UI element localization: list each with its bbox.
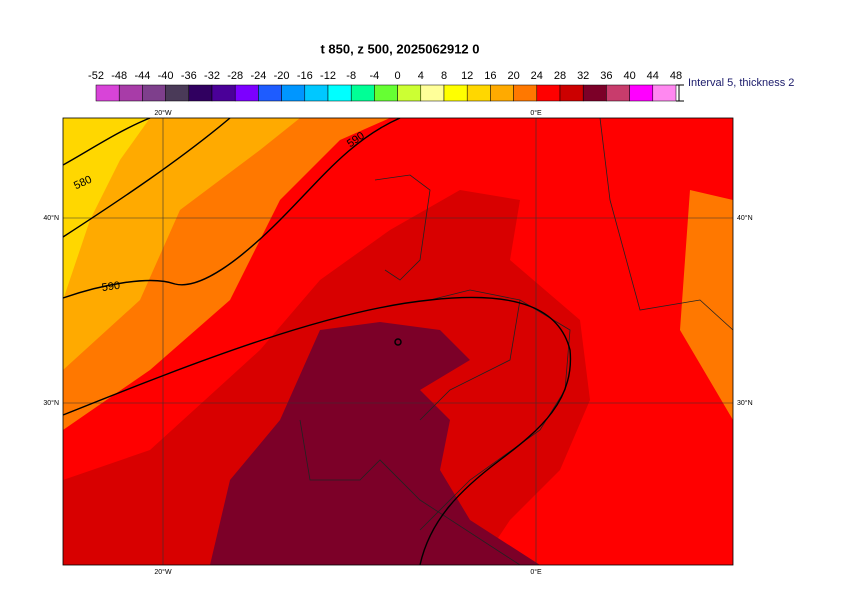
colorbar-label: 24	[531, 70, 543, 82]
lon-label: 0°E	[530, 568, 542, 576]
colorbar-label: -36	[181, 70, 197, 82]
note-bracket	[676, 84, 684, 102]
colorbar-box	[490, 84, 514, 102]
colorbar-box	[234, 84, 259, 102]
colorbar-box	[95, 84, 120, 102]
colorbar-label: 4	[418, 70, 424, 82]
colorbar-label: 8	[441, 70, 447, 82]
region-yellow	[63, 118, 150, 300]
colorbar-box	[258, 84, 282, 102]
lon-label: 20°W	[154, 568, 172, 576]
colorbar-box	[165, 84, 190, 102]
lon-label: 0°E	[530, 109, 542, 117]
colorbar-label: -16	[297, 70, 313, 82]
colorbar-label: 48	[670, 70, 682, 82]
map-frame	[62, 117, 734, 566]
lat-label: 30°N	[737, 399, 753, 407]
colorbar-box	[629, 84, 654, 102]
colorbar-box	[652, 84, 677, 102]
colorbar-label: 20	[507, 70, 519, 82]
colorbar-box	[142, 84, 166, 102]
colorbar-box	[466, 84, 491, 102]
colorbar-box	[559, 84, 584, 102]
colorbar-label: -44	[134, 70, 150, 82]
map	[63, 118, 733, 565]
colorbar-label: -28	[227, 70, 243, 82]
colorbar-label: -12	[320, 70, 336, 82]
colorbar-label: 16	[484, 70, 496, 82]
colorbar-label: 44	[647, 70, 659, 82]
colorbar-label: -20	[274, 70, 290, 82]
lat-label: 40°N	[737, 214, 753, 222]
colorbar-box	[606, 84, 630, 102]
colorbar-label: -48	[111, 70, 127, 82]
colorbar: -52 -48 -44 -40 -36 -32 -28 -24 -20 -16 -12 -8 -4 0 4 8…	[88, 70, 682, 102]
region-maroon	[210, 322, 540, 565]
colorbar-box	[582, 84, 607, 102]
lon-label: 20°W	[154, 109, 172, 117]
colorbar-box	[397, 84, 422, 102]
colorbar-label: -40	[158, 70, 174, 82]
contour-label: 590	[101, 280, 121, 294]
colorbar-label: -4	[370, 70, 380, 82]
colorbar-box	[327, 84, 352, 102]
colorbar-label: 36	[600, 70, 612, 82]
colorbar-label: -8	[346, 70, 356, 82]
station-marker	[394, 338, 402, 346]
colorbar-box	[513, 84, 538, 102]
colorbar-label: 32	[577, 70, 589, 82]
colorbar-label: 28	[554, 70, 566, 82]
colorbar-label: -24	[250, 70, 266, 82]
colorbar-box	[281, 84, 306, 102]
colorbar-label: 0	[395, 70, 401, 82]
colorbar-box	[188, 84, 213, 102]
grid	[63, 118, 733, 565]
colorbar-box	[536, 84, 561, 102]
colorbar-label: 12	[461, 70, 473, 82]
axis-labels: 20°W 0°E 20°W 0°E 40°N 30°N 40°N 30°N	[43, 109, 752, 576]
borders	[299, 118, 733, 565]
colorbar-box	[304, 84, 329, 102]
colorbar-label: -32	[204, 70, 220, 82]
colorbar-label: -52	[88, 70, 104, 82]
colorbar-label: 40	[623, 70, 635, 82]
colorbar-box	[211, 84, 236, 102]
colorbar-box	[118, 84, 143, 102]
colorbar-box	[374, 84, 398, 102]
lat-label: 40°N	[43, 214, 59, 222]
title: t 850, z 500, 2025062912 0	[320, 41, 479, 56]
note: Interval 5, thickness 2	[688, 77, 794, 89]
colorbar-box	[443, 84, 468, 102]
contours	[63, 118, 572, 565]
colorbar-box	[350, 84, 375, 102]
colorbar-box	[420, 84, 445, 102]
lat-label: 30°N	[43, 399, 59, 407]
